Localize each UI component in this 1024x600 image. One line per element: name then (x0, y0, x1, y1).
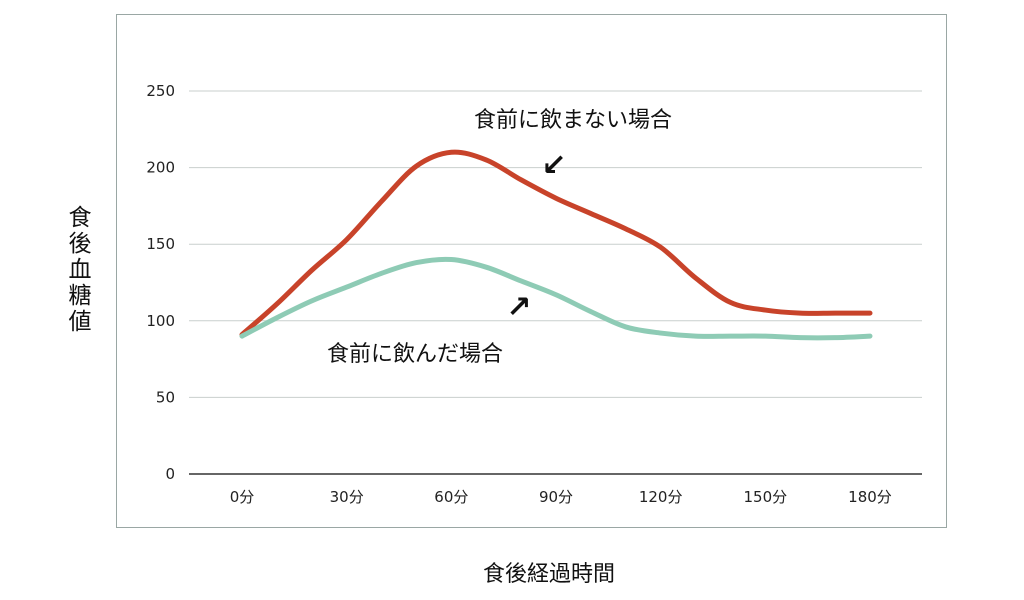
annotation-label: 食前に飲まない場合 (474, 108, 672, 133)
x-tick-label: 180分 (848, 488, 892, 506)
x-axis-label: 食後経過時間 (482, 562, 615, 587)
annotation-arrow: ↗ (506, 290, 531, 325)
y-tick-label: 150 (146, 235, 175, 253)
x-tick-label: 90分 (539, 488, 573, 506)
y-tick-label: 100 (146, 312, 175, 330)
annotation-label: 食前に飲んだ場合 (327, 342, 503, 367)
y-tick-label: 250 (146, 82, 175, 100)
series-line-1 (239, 149, 873, 338)
y-tick-label: 200 (146, 159, 175, 177)
chart-panel: 0 50 100 150 200 250 0分 30分 60分 90分 120分 150分 180分 食前… (116, 14, 947, 528)
x-tick-label: 30分 (330, 488, 364, 506)
annotation-arrow: ↙ (541, 148, 566, 183)
line-chart: 0 50 100 150 200 250 0分 30分 60分 90分 120分 150分 180分 食前… (146, 82, 922, 506)
x-tick-label: 150分 (744, 488, 788, 506)
y-axis-label: 食後血糖値 (64, 205, 90, 335)
series-line-2 (239, 256, 873, 341)
x-tick-label: 0分 (230, 488, 255, 506)
x-tick-label: 60分 (434, 488, 468, 506)
x-tick-label: 120分 (639, 488, 683, 506)
y-tick-label: 0 (165, 465, 175, 483)
y-tick-label: 50 (156, 388, 175, 406)
